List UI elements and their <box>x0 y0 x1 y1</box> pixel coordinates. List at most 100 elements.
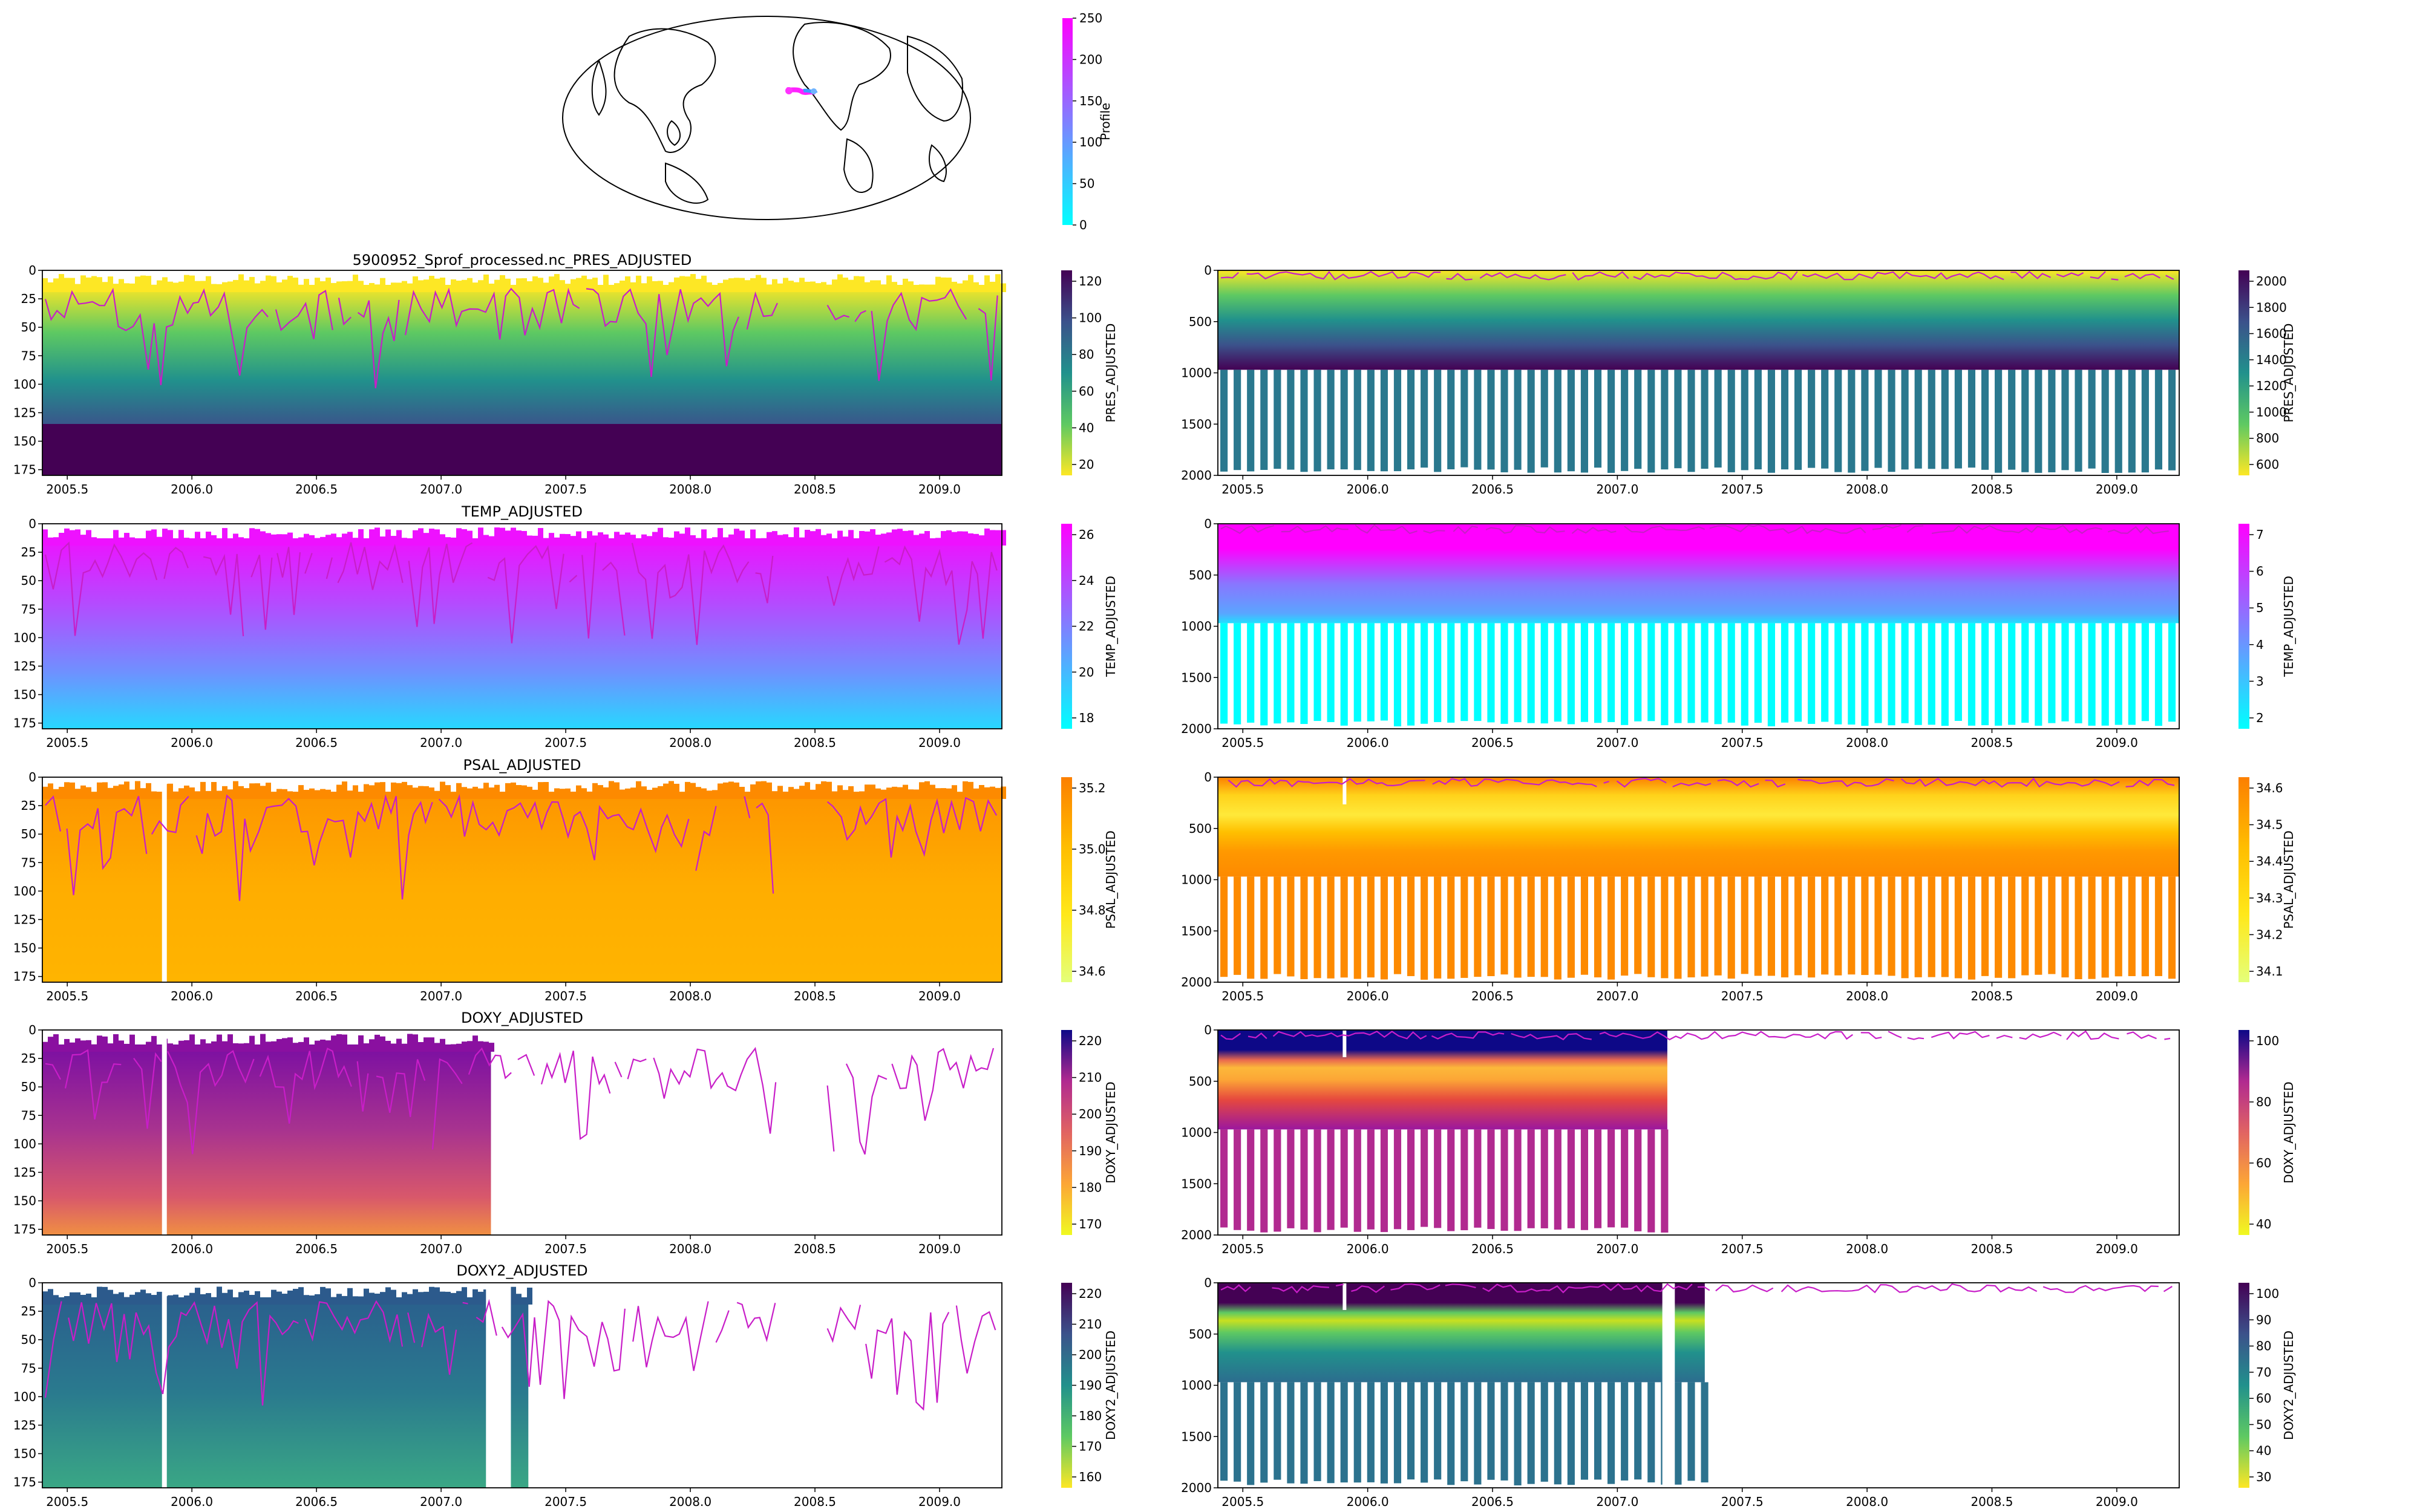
profile-stripe <box>1514 370 1522 470</box>
axes-frame <box>42 1282 1002 1488</box>
heatmap-cell <box>200 781 206 799</box>
heatmap-cell <box>543 538 549 546</box>
heatmap-cell <box>151 284 157 292</box>
x-tick-label: 2005.5 <box>46 482 88 497</box>
heatmap-cell <box>979 535 984 546</box>
profile-stripe <box>1554 1129 1562 1230</box>
heatmap-cell <box>217 1034 222 1052</box>
x-tick-label: 2008.0 <box>669 735 711 750</box>
heatmap-cell <box>511 1286 516 1305</box>
heatmap-cell <box>102 1036 108 1052</box>
colorbar-tick-label: 160 <box>1079 1470 1102 1484</box>
colorbar-tick-label: 34.6 <box>1079 964 1106 979</box>
profile-stripe <box>1393 1382 1402 1484</box>
profile-stripe <box>1393 370 1402 472</box>
profile-stripe <box>1500 623 1508 724</box>
heatmap-cell <box>233 1297 238 1305</box>
profile-stripe <box>2075 623 2082 723</box>
heatmap-cell <box>298 537 304 546</box>
heatmap-cell <box>500 792 505 799</box>
profile-stripe <box>1247 1382 1255 1485</box>
x-tick-label: 2006.0 <box>1347 1494 1389 1509</box>
y-tick-label: 125 <box>13 1165 36 1179</box>
heatmap-cell <box>353 1296 358 1305</box>
profile-stripe <box>1247 876 1255 979</box>
colorbar-tick-label: 22 <box>1079 619 1094 634</box>
heatmap-cell <box>816 283 821 292</box>
heatmap-cell <box>157 792 162 799</box>
heatmap-cell <box>527 1288 532 1305</box>
profile-stripe <box>1540 623 1548 724</box>
heatmap-cell <box>500 275 505 292</box>
heatmap-cell <box>418 786 424 799</box>
profile-stripe <box>1647 370 1655 473</box>
heatmap-cell <box>777 283 783 292</box>
profile-stripe <box>1901 623 1909 723</box>
heatmap-cell <box>124 283 129 292</box>
data-gap <box>1342 1030 1347 1057</box>
profile-stripe <box>2048 876 2056 974</box>
heatmap-cell <box>42 278 48 292</box>
profile-stripe <box>1981 370 1989 470</box>
heatmap-cell <box>86 1293 91 1305</box>
heatmap-cell <box>413 530 418 546</box>
heatmap-cell <box>102 1286 108 1305</box>
profile-stripe <box>1460 1129 1468 1231</box>
heatmap-cell <box>157 536 162 546</box>
profile-stripe <box>1313 623 1321 722</box>
x-tick-label: 2008.5 <box>1970 1242 2013 1256</box>
heatmap-cell <box>222 282 227 292</box>
colorbar-tick-label: 80 <box>2256 1095 2271 1109</box>
heatmap-cell <box>592 783 598 799</box>
heatmap-cell <box>892 529 897 546</box>
heatmap-cell <box>80 275 86 292</box>
heatmap-cell <box>794 789 799 799</box>
heatmap-cell <box>146 530 151 546</box>
heatmap-cell <box>522 278 527 292</box>
map-colorbar-tick-label: 50 <box>1079 177 1094 191</box>
profile-stripe <box>1274 1129 1281 1232</box>
profile-stripe <box>2101 623 2109 726</box>
heatmap-cell <box>870 280 875 292</box>
heatmap-cell <box>124 1297 129 1305</box>
colorbar-tick-label: 50 <box>2256 1417 2271 1432</box>
heatmap-cell <box>260 1298 266 1305</box>
y-tick-label: 0 <box>28 516 36 531</box>
heatmap-cell <box>560 789 565 799</box>
profile-stripe <box>1621 876 1629 976</box>
profile-stripe <box>1821 623 1829 722</box>
heatmap-cell <box>549 792 554 799</box>
profile-stripe <box>1754 370 1762 470</box>
profile-stripe <box>1260 623 1268 726</box>
heatmap-cell <box>511 285 516 292</box>
heatmap-cell <box>952 532 957 546</box>
heatmap-cell <box>930 539 935 546</box>
heatmap-cell <box>870 784 875 799</box>
heatmap-cell <box>173 1294 178 1305</box>
heatmap-cell <box>636 275 641 292</box>
heatmap-cell <box>810 531 816 546</box>
heatmap-cell <box>658 786 663 799</box>
profile-stripe <box>1888 370 1895 472</box>
profile-stripe <box>1727 876 1735 979</box>
heatmap-cell <box>255 1044 260 1052</box>
colorbar-tick-label: 120 <box>1079 274 1102 288</box>
colorbar-tick-label: 60 <box>2256 1391 2271 1406</box>
heatmap-cell <box>211 535 217 546</box>
heatmap-cell <box>919 533 924 546</box>
colorbar-tick-label: 200 <box>1079 1107 1102 1121</box>
profile-stripe <box>1967 623 1976 726</box>
heatmap-cell <box>434 529 440 546</box>
heatmap-cell <box>739 278 745 292</box>
profile-stripe <box>2021 370 2029 472</box>
heatmap-cell <box>255 1291 260 1305</box>
profile-stripe <box>1808 370 1816 468</box>
profile-stripe <box>1474 623 1482 722</box>
x-tick-label: 2007.5 <box>1721 1242 1764 1256</box>
heatmap-cell <box>249 783 255 799</box>
heatmap-cell <box>984 787 990 799</box>
heatmap-cell <box>364 285 369 292</box>
heatmap-cell <box>162 277 168 292</box>
heatmap-cell <box>456 528 462 546</box>
y-tick-label: 125 <box>13 912 36 927</box>
